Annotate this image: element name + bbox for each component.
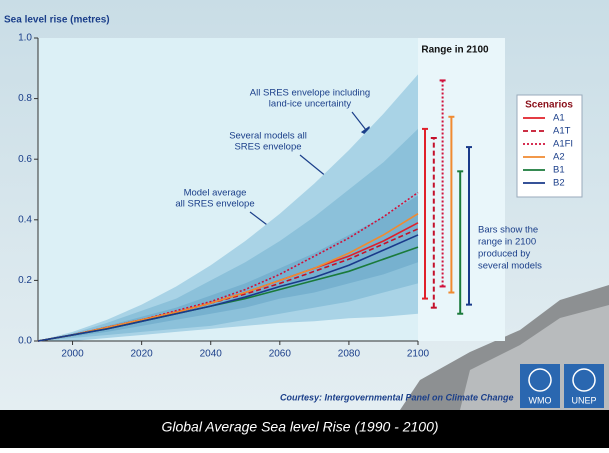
annotation: Several models all — [229, 131, 307, 142]
y-tick-label: 0.8 — [18, 93, 32, 104]
y-tick-label: 1.0 — [18, 33, 32, 44]
x-tick-label: 2000 — [61, 349, 84, 360]
legend-label: A1FI — [553, 139, 573, 150]
logo-emblem — [572, 368, 596, 392]
x-tick-label: 2020 — [131, 349, 154, 360]
range-note: Bars show the — [478, 225, 538, 236]
y-tick-label: 0.2 — [18, 275, 32, 286]
legend-title: Scenarios — [525, 100, 573, 111]
logo — [520, 364, 560, 408]
range-note: produced by — [478, 249, 531, 260]
x-tick-label: 2080 — [338, 349, 361, 360]
x-tick-label: 2040 — [200, 349, 223, 360]
x-tick-label: 2100 — [407, 349, 430, 360]
annotation: all SRES envelope — [175, 199, 254, 210]
legend-label: B1 — [553, 165, 565, 176]
y-tick-label: 0.6 — [18, 154, 32, 165]
annotation: All SRES envelope including — [250, 88, 370, 99]
chart-title: Sea level rise (metres) — [4, 15, 110, 26]
annotation: Model average — [184, 188, 247, 199]
logo-text: WMO — [529, 395, 552, 405]
y-tick-label: 0.4 — [18, 214, 32, 225]
legend-label: B2 — [553, 178, 565, 189]
logo-emblem — [528, 368, 552, 392]
series-line — [37, 213, 419, 342]
logo — [564, 364, 604, 408]
logo-text: UNEP — [571, 395, 596, 405]
range-note: several models — [478, 261, 542, 272]
annotation: land-ice uncertainty — [269, 99, 352, 110]
series-line — [37, 234, 419, 342]
arrow — [351, 111, 367, 131]
credit: Courtesy: Intergovernmental Panel on Cli… — [280, 392, 514, 402]
y-tick-label: 0.0 — [18, 336, 32, 347]
annotation: SRES envelope — [234, 142, 301, 153]
range-title: Range in 2100 — [421, 45, 489, 56]
legend-label: A1T — [553, 126, 571, 137]
legend-label: A1 — [553, 113, 565, 124]
legend-box — [516, 94, 583, 198]
legend-label: A2 — [553, 152, 565, 163]
x-tick-label: 2060 — [269, 349, 292, 360]
caption: Global Average Sea level Rise (1990 - 21… — [161, 419, 438, 435]
range-panel — [418, 38, 505, 341]
caption-band — [0, 410, 609, 448]
range-note: range in 2100 — [478, 237, 536, 248]
